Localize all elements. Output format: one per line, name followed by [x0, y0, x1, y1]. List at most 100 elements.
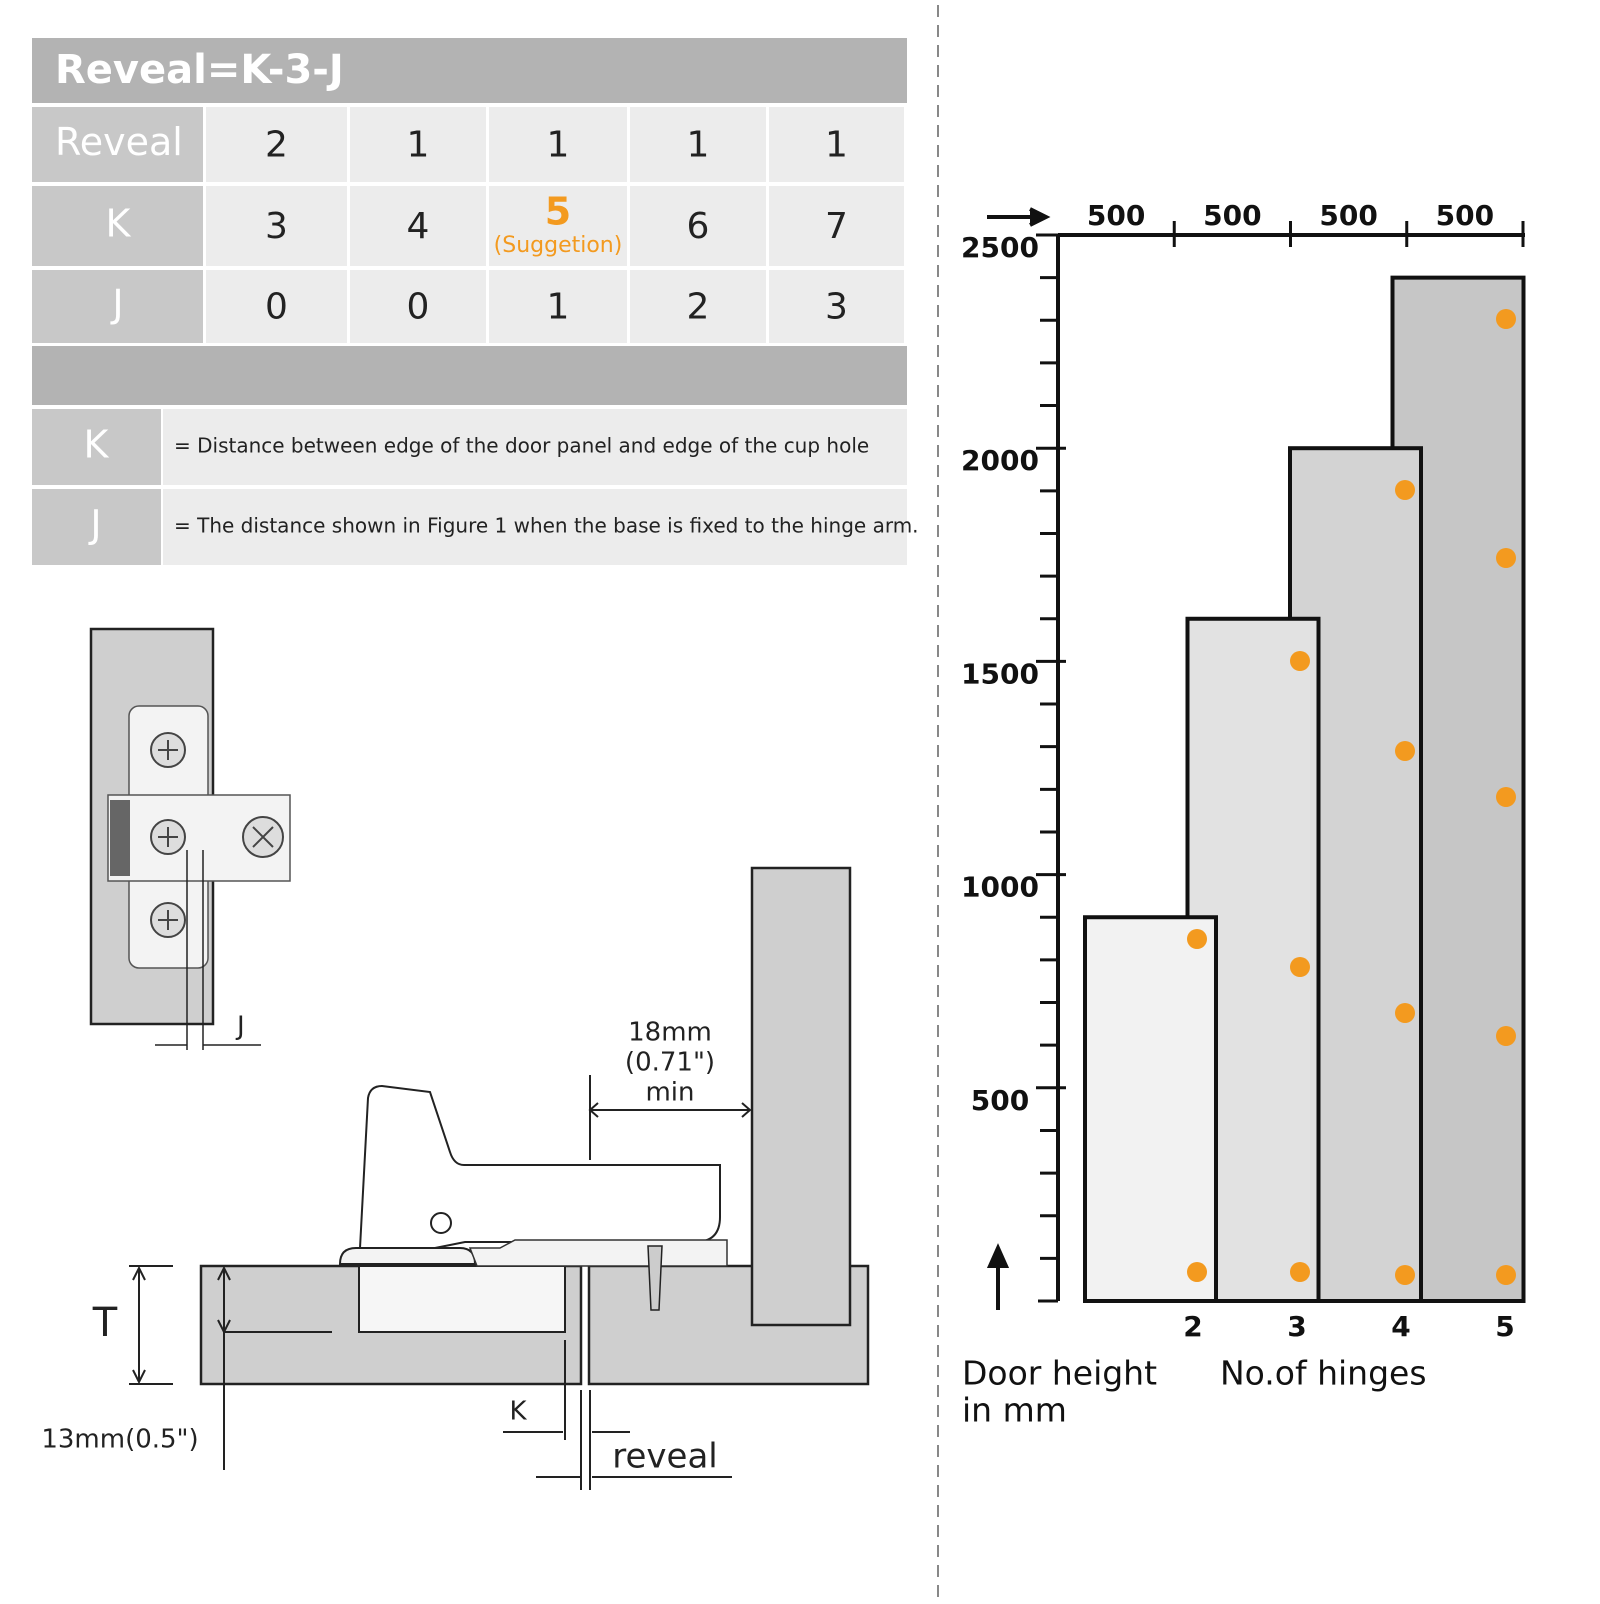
cell	[489, 107, 627, 182]
table-title: Reveal=K-3-J	[55, 47, 344, 93]
hinge-dot	[1290, 957, 1310, 977]
dimension-j	[155, 850, 261, 1050]
label-depth: 13mm(0.5")	[41, 1425, 198, 1455]
row-header-cell	[32, 186, 203, 266]
cell-value: 5	[545, 190, 571, 234]
hinge-dot	[1496, 309, 1516, 329]
wood-screw	[647, 1245, 663, 1311]
row-header: Reveal	[55, 120, 183, 164]
cell-value: 7	[825, 206, 848, 247]
top-label: 500	[1203, 199, 1261, 232]
top-label: 500	[1436, 199, 1494, 232]
title-bar	[32, 38, 907, 103]
y-tick-label: 2500	[961, 231, 1039, 264]
cell	[350, 270, 486, 343]
definition-text-cell	[163, 489, 907, 565]
label-j: J	[235, 1012, 245, 1042]
cell-value: 2	[687, 287, 710, 328]
definition-term-cell	[32, 409, 161, 485]
label-t: T	[92, 1300, 118, 1346]
row-header: K	[106, 202, 132, 246]
label-reveal: reveal	[612, 1437, 717, 1477]
hinge-dot	[1395, 1003, 1415, 1023]
cell	[630, 107, 766, 182]
cell-value: 0	[407, 287, 430, 328]
dimension-t	[129, 1265, 173, 1385]
arrow-right	[987, 207, 1051, 227]
cell	[630, 270, 766, 343]
hinge-dot	[1395, 1265, 1415, 1285]
y-tick-label: 2000	[961, 444, 1039, 477]
hinge-dot	[1395, 741, 1415, 761]
dimension-depth	[217, 1265, 332, 1470]
cell	[769, 107, 904, 182]
cell-value: 1	[547, 125, 570, 166]
definition-text: = The distance shown in Figure 1 when th…	[174, 514, 919, 538]
definition-term: J	[88, 503, 101, 547]
row-header-cell	[32, 270, 203, 343]
cell-value: 1	[687, 125, 710, 166]
cell	[630, 186, 766, 266]
screw-slots	[158, 740, 274, 930]
dimension-k-reveal	[503, 1340, 732, 1490]
cell	[206, 270, 347, 343]
hinge-side-view: 18mm (0.71") min T 13mm(0.5") K reveal	[41, 866, 870, 1490]
side-panel	[750, 866, 852, 1327]
row-header: J	[110, 282, 123, 326]
dimension-gap	[588, 1075, 752, 1160]
label-gap-min: min	[645, 1078, 694, 1108]
cell-value: 4	[407, 206, 430, 247]
x-tick-label: 4	[1391, 1310, 1410, 1343]
x-tick-label: 3	[1287, 1310, 1306, 1343]
table: Reveal=K-3-J Reveal 2 1 1 1 1 K 3 4 5(Suggetion) 6…	[32, 38, 919, 565]
hinge-dot	[1290, 1262, 1310, 1282]
mounting-plate	[468, 1239, 728, 1267]
cell-value: 1	[825, 125, 848, 166]
cam	[110, 800, 130, 876]
y-axis-label: in mm	[962, 1391, 1067, 1430]
x-axis-label: No.of hinges	[1220, 1354, 1427, 1393]
cell-value: 1	[407, 125, 430, 166]
hinge-dot	[1496, 1265, 1516, 1285]
cup	[338, 1247, 477, 1265]
x-tick-label: 5	[1495, 1310, 1514, 1343]
top-label: 500	[1087, 199, 1145, 232]
definition-text: = Distance between edge of the door pane…	[174, 434, 869, 458]
y-axis-label: Door height	[962, 1354, 1157, 1393]
definition-term-cell	[32, 489, 161, 565]
hinge-dot	[1496, 787, 1516, 807]
cell	[769, 186, 904, 266]
row-header-cell	[32, 107, 203, 182]
arrow-up	[986, 1243, 1010, 1310]
cell	[350, 107, 486, 182]
hinge-dot	[1290, 651, 1310, 671]
cell-value: 3	[825, 287, 848, 328]
cell-value: 1	[547, 287, 570, 328]
cell	[489, 186, 627, 266]
y-tick-label: 1500	[961, 657, 1039, 690]
hinge-dot	[1496, 548, 1516, 568]
cell	[350, 186, 486, 266]
hinge-dot	[1187, 1262, 1207, 1282]
hinge-dot	[1187, 929, 1207, 949]
hinge-dot	[1395, 480, 1415, 500]
hinge-dot	[1496, 1026, 1516, 1046]
cell-value: 3	[265, 206, 288, 247]
definition-term: K	[84, 423, 110, 467]
cell-note: (Suggetion)	[494, 233, 623, 258]
cell-value: 6	[687, 206, 710, 247]
hinge-top-view: J	[89, 627, 291, 1050]
y-tick-label: 500	[971, 1084, 1029, 1117]
chart: 500 1000 1500 2000 2500 500 500 500 500 2 3 4 5 Door …	[961, 199, 1526, 1430]
cell	[769, 270, 904, 343]
cell	[206, 107, 347, 182]
cell-value: 0	[265, 287, 288, 328]
x-tick-label: 2	[1183, 1310, 1202, 1343]
label-gap-inch: (0.71")	[625, 1048, 715, 1078]
cell	[489, 270, 627, 343]
cup-hole	[358, 1265, 566, 1333]
label-k: K	[509, 1397, 527, 1427]
adjust-screw	[430, 1212, 452, 1234]
separator-bar	[32, 346, 907, 405]
